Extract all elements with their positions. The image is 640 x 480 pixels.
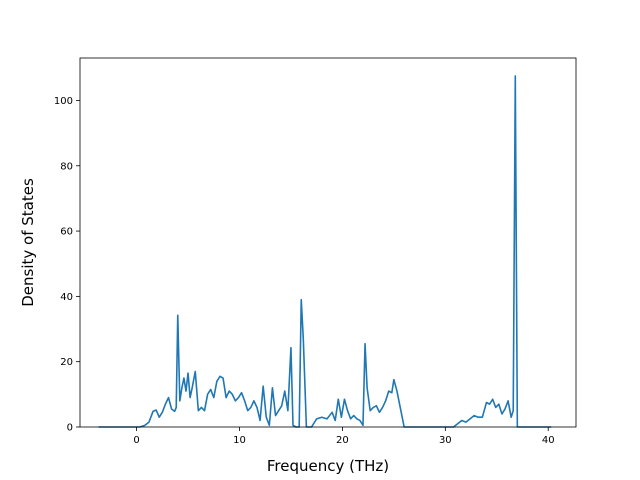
- x-axis-label: Frequency (THz): [267, 457, 389, 475]
- x-tick-label: 30: [439, 435, 452, 446]
- y-axis-label: Density of States: [19, 178, 37, 307]
- y-tick-label: 40: [60, 292, 73, 303]
- x-tick-label: 20: [336, 435, 349, 446]
- x-axis-ticks: 0 10 20 30 40: [133, 427, 555, 446]
- x-tick-label: 0: [133, 435, 139, 446]
- y-tick-label: 60: [60, 227, 73, 238]
- y-tick-label: 0: [67, 423, 73, 434]
- x-tick-label: 40: [542, 435, 555, 446]
- y-tick-label: 100: [54, 96, 73, 107]
- y-tick-label: 80: [60, 161, 73, 172]
- x-tick-label: 10: [233, 435, 246, 446]
- y-axis-ticks: 0 20 40 60 80 100: [54, 96, 80, 434]
- plot-frame: [79, 57, 577, 428]
- y-tick-label: 20: [60, 357, 73, 368]
